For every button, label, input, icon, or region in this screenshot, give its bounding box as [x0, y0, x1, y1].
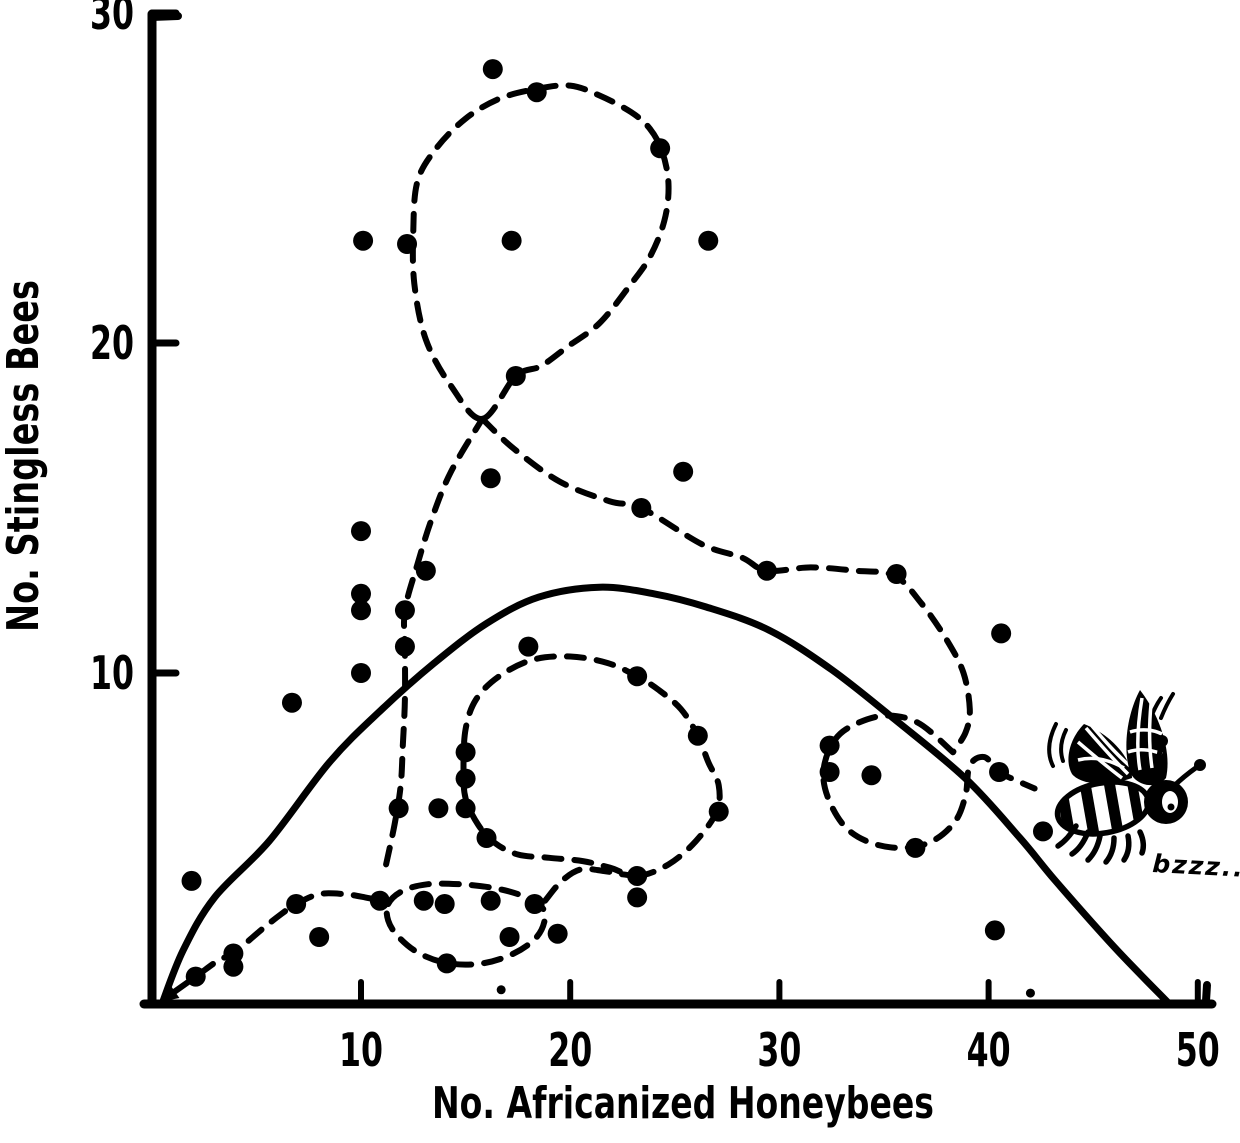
scatter-point [524, 894, 545, 914]
scatter-point [223, 956, 244, 977]
scatter-point [687, 725, 708, 746]
scatter-point [351, 521, 371, 542]
curves-layer [158, 82, 1172, 1007]
scatter-point [480, 468, 501, 489]
bzzz-annotation: bzzz.. [1152, 849, 1240, 883]
scatter-point [185, 966, 206, 987]
scatter-point [436, 953, 457, 974]
scatter-points-layer [181, 59, 1053, 998]
dashed-flight-path-descending-line [479, 415, 973, 756]
scatter-point [476, 828, 497, 848]
x-tick-label: 50 [1176, 1023, 1220, 1077]
scatter-point [369, 890, 390, 911]
bee-legs-icon [1055, 823, 1147, 865]
scatter-point [286, 894, 307, 914]
scatter-point [351, 600, 371, 621]
scatter-point [394, 636, 415, 657]
y-tick-label: 30 [90, 0, 134, 40]
scatter-point [394, 600, 415, 621]
scatter-point [650, 138, 671, 159]
scatter-point [631, 498, 652, 518]
x-tick-label: 30 [757, 1023, 801, 1077]
bee-left-wing-icon [1068, 724, 1132, 784]
solid-regression-curve [158, 583, 1172, 1007]
y-tick-label: 10 [90, 646, 134, 700]
x-axis-end-hook [1202, 981, 1211, 1005]
scatter-point [428, 798, 449, 819]
scatter-point [281, 692, 302, 713]
scatter-point [989, 762, 1010, 782]
scatter-point [455, 768, 476, 789]
small-ink-mark [496, 985, 506, 995]
axes [139, 9, 1217, 1009]
scatter-point [886, 564, 907, 584]
dashed-flight-path-middle-loop [460, 653, 723, 879]
axis-ticks [148, 9, 1201, 1007]
flight-path-arrowhead-icon [160, 984, 180, 1002]
scatter-point [501, 230, 522, 251]
dashed-flight-path-right-loop [820, 712, 1038, 851]
scatter-point [547, 923, 568, 944]
dashed-flight-path-entry-run [171, 890, 383, 995]
bee-antenna-tip-icon [1194, 759, 1206, 771]
axis-tick-labels: 10 20 30 40 50 10 20 30 [90, 0, 1220, 1077]
scatter-point [1032, 821, 1053, 842]
bee-antenna-tip-icon [1156, 735, 1168, 747]
x-tick-label: 10 [339, 1023, 383, 1077]
scatter-point [351, 583, 371, 604]
scatter-point [388, 798, 409, 819]
y-tick-label: 20 [90, 316, 134, 370]
scatter-point [756, 560, 777, 581]
scatter-point [351, 663, 371, 683]
scatter-point [991, 623, 1012, 644]
scatter-point [397, 234, 418, 254]
scatter-point [415, 560, 436, 581]
scatter-point [482, 59, 503, 80]
scatter-point [819, 735, 840, 756]
scatter-point [698, 230, 719, 251]
scatter-point [455, 742, 476, 763]
dashed-flight-path-small-loop [383, 880, 549, 968]
scatter-point [708, 801, 729, 822]
scatter-point [518, 636, 539, 657]
scatter-point [309, 927, 330, 947]
small-ink-mark [1025, 988, 1035, 998]
dashed-flight-path-top-loop [409, 82, 672, 422]
scatter-point [480, 890, 501, 911]
scatter-point [455, 798, 476, 819]
scatter-point [505, 366, 526, 386]
x-axis-title: No. Africanized Honeybees [432, 1078, 934, 1129]
scatter-point [434, 894, 455, 914]
x-tick-label: 40 [967, 1023, 1011, 1077]
scatter-point [984, 920, 1005, 941]
x-tick-label: 20 [548, 1023, 592, 1077]
scatter-point [627, 865, 648, 886]
y-axis-title: No. Stingless Bees [0, 280, 49, 632]
dashed-flight-path-connector-right [542, 865, 641, 904]
bee-illustration [1047, 690, 1206, 865]
scatter-point [905, 837, 926, 858]
scatter-point [499, 927, 520, 947]
scatter-point [526, 82, 547, 103]
scatter-point [627, 666, 648, 687]
scatter-point [627, 887, 648, 908]
scatter-point [819, 762, 840, 782]
scatter-point [861, 765, 882, 786]
scatter-point [413, 890, 434, 911]
scatter-point [673, 461, 694, 482]
scatter-point [181, 870, 202, 891]
bee-head-icon [1144, 780, 1188, 824]
scatter-point [353, 230, 374, 251]
